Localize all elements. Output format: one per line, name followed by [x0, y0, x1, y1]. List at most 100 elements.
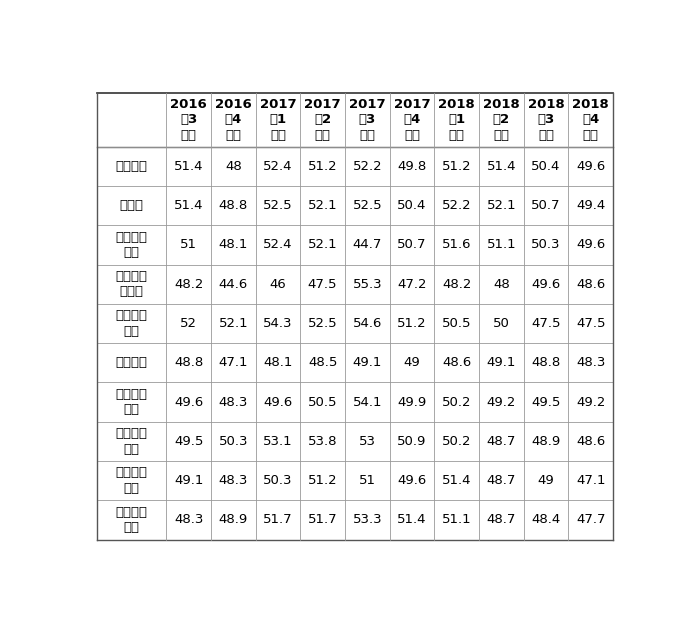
- Text: 51.4: 51.4: [397, 513, 427, 526]
- Text: 54.3: 54.3: [263, 317, 293, 330]
- Text: 48.7: 48.7: [486, 435, 516, 448]
- Text: 48.6: 48.6: [576, 278, 605, 291]
- Text: 48.8: 48.8: [531, 356, 561, 370]
- Text: 生产量: 生产量: [120, 199, 144, 212]
- Text: 50.7: 50.7: [397, 238, 427, 251]
- Text: 48.3: 48.3: [218, 474, 248, 487]
- Text: 49.1: 49.1: [174, 474, 203, 487]
- Text: 46: 46: [269, 278, 286, 291]
- Text: 49.1: 49.1: [486, 356, 516, 370]
- Text: 52.1: 52.1: [218, 317, 248, 330]
- Text: 51.4: 51.4: [442, 474, 471, 487]
- Text: 53: 53: [359, 435, 376, 448]
- Text: 48.8: 48.8: [174, 356, 203, 370]
- Text: 53.8: 53.8: [308, 435, 337, 448]
- Text: 48.2: 48.2: [442, 278, 471, 291]
- Text: 48: 48: [493, 278, 510, 291]
- Text: 从业人数: 从业人数: [115, 356, 148, 370]
- Text: 48.3: 48.3: [218, 395, 248, 408]
- Text: 2017
年3
季度: 2017 年3 季度: [349, 98, 385, 142]
- Text: 49.2: 49.2: [486, 395, 516, 408]
- Text: 51.4: 51.4: [486, 160, 516, 173]
- Text: 50.5: 50.5: [308, 395, 337, 408]
- Text: 48: 48: [225, 160, 242, 173]
- Text: 48.2: 48.2: [174, 278, 203, 291]
- Text: 52.5: 52.5: [352, 199, 382, 212]
- Text: 49.6: 49.6: [263, 395, 293, 408]
- Text: 49: 49: [403, 356, 420, 370]
- Text: 48.7: 48.7: [486, 474, 516, 487]
- Text: 50.9: 50.9: [397, 435, 427, 448]
- Text: 54.1: 54.1: [352, 395, 382, 408]
- Text: 53.1: 53.1: [263, 435, 293, 448]
- Text: 50.5: 50.5: [442, 317, 471, 330]
- Text: 51.1: 51.1: [486, 238, 516, 251]
- Text: 51: 51: [359, 474, 376, 487]
- Text: 51.2: 51.2: [442, 160, 471, 173]
- Text: 52.5: 52.5: [263, 199, 293, 212]
- Text: 原材料采
购量: 原材料采 购量: [115, 231, 148, 259]
- Text: 52.5: 52.5: [308, 317, 337, 330]
- Text: 51.6: 51.6: [442, 238, 471, 251]
- Text: 48.3: 48.3: [576, 356, 605, 370]
- Text: 52: 52: [180, 317, 197, 330]
- Text: 49.5: 49.5: [174, 435, 203, 448]
- Text: 50.2: 50.2: [442, 395, 471, 408]
- Text: 49.2: 49.2: [576, 395, 605, 408]
- Text: 49.6: 49.6: [576, 238, 605, 251]
- Text: 2018
年3
季度: 2018 年3 季度: [528, 98, 564, 142]
- Text: 48.8: 48.8: [218, 199, 248, 212]
- Text: 51.4: 51.4: [174, 199, 203, 212]
- Text: 50: 50: [493, 317, 510, 330]
- Text: 原材料购
入单价: 原材料购 入单价: [115, 270, 148, 299]
- Text: 48.9: 48.9: [531, 435, 561, 448]
- Text: 49.6: 49.6: [174, 395, 203, 408]
- Text: 49.1: 49.1: [352, 356, 382, 370]
- Text: 51.2: 51.2: [397, 317, 427, 330]
- Text: 48.6: 48.6: [576, 435, 605, 448]
- Text: 48.6: 48.6: [442, 356, 471, 370]
- Text: 2016
年3
季度: 2016 年3 季度: [170, 98, 207, 142]
- Text: 55.3: 55.3: [352, 278, 382, 291]
- Text: 52.1: 52.1: [486, 199, 516, 212]
- Text: 50.4: 50.4: [531, 160, 561, 173]
- Text: 单位产品
售价: 单位产品 售价: [115, 309, 148, 337]
- Text: 50.3: 50.3: [531, 238, 561, 251]
- Text: 49.9: 49.9: [397, 395, 427, 408]
- Text: 51.1: 51.1: [442, 513, 471, 526]
- Text: 49.4: 49.4: [576, 199, 605, 212]
- Text: 2018
年4
季度: 2018 年4 季度: [572, 98, 609, 142]
- Text: 48.4: 48.4: [531, 513, 561, 526]
- Text: 48.3: 48.3: [174, 513, 203, 526]
- Text: 52.4: 52.4: [263, 238, 293, 251]
- Text: 49.6: 49.6: [397, 474, 427, 487]
- Text: 48.1: 48.1: [218, 238, 248, 251]
- Text: 52.2: 52.2: [442, 199, 471, 212]
- Text: 50.4: 50.4: [397, 199, 427, 212]
- Text: 47.1: 47.1: [576, 474, 605, 487]
- Text: 51: 51: [180, 238, 197, 251]
- Text: 52.1: 52.1: [308, 199, 337, 212]
- Text: 54.6: 54.6: [352, 317, 382, 330]
- Text: 2018
年1
季度: 2018 年1 季度: [438, 98, 475, 142]
- Text: 48.7: 48.7: [486, 513, 516, 526]
- Text: 48.1: 48.1: [263, 356, 293, 370]
- Text: 2017
年4
季度: 2017 年4 季度: [394, 98, 430, 142]
- Text: 49.5: 49.5: [531, 395, 561, 408]
- Text: 企业经营
环境: 企业经营 环境: [115, 506, 148, 534]
- Text: 53.3: 53.3: [352, 513, 382, 526]
- Text: 47.5: 47.5: [576, 317, 605, 330]
- Text: 49: 49: [538, 474, 554, 487]
- Text: 企业资金
周转: 企业资金 周转: [115, 388, 148, 416]
- Text: 50.2: 50.2: [442, 435, 471, 448]
- Text: 48.5: 48.5: [308, 356, 337, 370]
- Text: 2016
年4
季度: 2016 年4 季度: [215, 98, 251, 142]
- Text: 49.6: 49.6: [531, 278, 561, 291]
- Text: 51.2: 51.2: [308, 474, 337, 487]
- Text: 51.4: 51.4: [174, 160, 203, 173]
- Text: 2018
年2
季度: 2018 年2 季度: [483, 98, 519, 142]
- Text: 47.5: 47.5: [308, 278, 337, 291]
- Text: 52.4: 52.4: [263, 160, 293, 173]
- Text: 新订单量: 新订单量: [115, 160, 148, 173]
- Text: 44.6: 44.6: [218, 278, 248, 291]
